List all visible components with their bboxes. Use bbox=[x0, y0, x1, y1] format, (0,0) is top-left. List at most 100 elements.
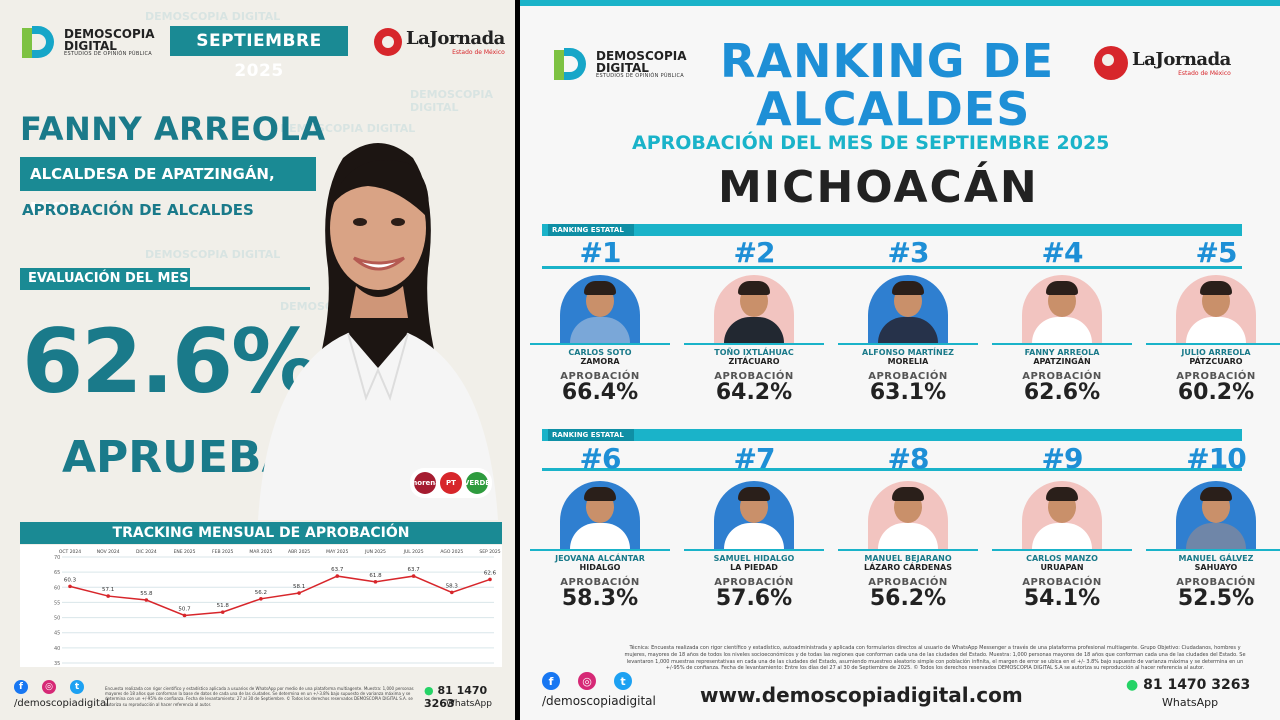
card-divider bbox=[1146, 549, 1280, 551]
x-tick-label: ABR 2025 bbox=[288, 549, 310, 555]
mayor-card: #7 SAMUEL HIDALGO LA PIEDAD APROBACIÓN 57.6% bbox=[684, 442, 824, 610]
brand-line2: DIGITAL bbox=[64, 38, 117, 53]
mayor-photo bbox=[1022, 481, 1102, 549]
data-point bbox=[373, 580, 378, 584]
mayor-name: FANNY ARREOLA bbox=[1024, 348, 1100, 357]
x-tick-label: ENE 2025 bbox=[174, 549, 196, 555]
y-tick-label: 60 bbox=[54, 585, 60, 591]
data-point bbox=[182, 613, 187, 618]
x-tick-label: NOV 2024 bbox=[97, 549, 120, 555]
mayor-city: HIDALGO bbox=[579, 563, 621, 572]
data-label: 50.7 bbox=[178, 606, 191, 612]
approval-label: APROBACIÓN bbox=[714, 371, 794, 382]
row-divider bbox=[542, 468, 1242, 471]
instagram-icon[interactable]: ◎ bbox=[578, 672, 596, 690]
whatsapp-icon: ● bbox=[1126, 677, 1139, 693]
morena-logo-icon: morena bbox=[410, 472, 440, 494]
twitter-icon[interactable]: t bbox=[614, 672, 632, 690]
data-label: 57.1 bbox=[102, 587, 114, 593]
facebook-icon[interactable]: f bbox=[542, 672, 560, 690]
watermark: DEMOSCOPIA DIGITAL bbox=[410, 88, 493, 114]
approval-value: 63.1% bbox=[869, 380, 947, 405]
mayor-city: APATZINGÁN bbox=[1033, 357, 1091, 366]
website-url[interactable]: www.demoscopiadigital.com bbox=[700, 683, 1023, 707]
y-tick-label: 70 bbox=[54, 555, 60, 561]
mayor-card: #9 CARLOS MANZO URUAPAN APROBACIÓN 54.1% bbox=[992, 442, 1132, 610]
watermark: DEMOSCOPIA DIGITAL bbox=[145, 10, 281, 23]
y-tick-label: 65 bbox=[54, 570, 60, 576]
party-logos: morena PT VERDE bbox=[410, 468, 492, 498]
data-point bbox=[297, 591, 301, 595]
ranking-label: RANKING ESTATAL bbox=[548, 224, 634, 236]
ranking-bar: RANKING ESTATAL bbox=[542, 429, 1242, 441]
data-label: 56.2 bbox=[255, 590, 267, 596]
x-tick-label: OCT 2024 bbox=[59, 549, 81, 555]
data-label: 58.3 bbox=[446, 583, 459, 589]
subtitle: APROBACIÓN DE ALCALDES bbox=[22, 201, 254, 219]
jornada-sub: Estado de México bbox=[1178, 70, 1231, 77]
jornada-logo: LaJornada Estado de México bbox=[374, 28, 505, 56]
card-divider bbox=[684, 343, 824, 345]
candidate-photo bbox=[258, 143, 498, 520]
mayor-card: #6 JEOVANA ALCÁNTAR HIDALGO APROBACIÓN 58.3% bbox=[530, 442, 670, 610]
x-tick-label: MAR 2025 bbox=[249, 549, 272, 555]
rank-number: #3 bbox=[887, 236, 930, 269]
mayor-card: #3 ALFONSO MARTÍNEZ MORELIA APROBACIÓN 63.1% bbox=[838, 236, 978, 404]
card-divider bbox=[992, 343, 1132, 345]
mayor-name: ALFONSO MARTÍNEZ bbox=[862, 348, 954, 357]
twitter-icon[interactable]: t bbox=[70, 680, 84, 694]
data-point bbox=[411, 574, 416, 578]
mayor-name: CARLOS MANZO bbox=[1026, 554, 1098, 563]
data-point bbox=[68, 584, 72, 589]
card-divider bbox=[530, 343, 670, 345]
data-label: 61.8 bbox=[369, 573, 382, 579]
approval-value: 60.2% bbox=[1177, 380, 1255, 405]
approval-caption: APRUEBA bbox=[62, 432, 296, 483]
mayor-photo bbox=[868, 275, 948, 343]
jornada-name: LaJornada bbox=[1132, 49, 1231, 70]
rank-number: #2 bbox=[733, 236, 776, 269]
data-label: 51.8 bbox=[217, 603, 230, 609]
rank-number: #8 bbox=[887, 442, 930, 475]
mayor-name: JEOVANA ALCÁNTAR bbox=[555, 554, 645, 563]
pvem-logo-icon: VERDE bbox=[464, 472, 490, 494]
data-label: 58.1 bbox=[293, 584, 305, 590]
jornada-sun-icon bbox=[1094, 46, 1128, 80]
methodology-note: Técnica: Encuesta realizada con rigor ci… bbox=[624, 645, 1246, 672]
mayor-photo bbox=[1022, 275, 1102, 343]
rank-number: #1 bbox=[579, 236, 622, 269]
facebook-icon[interactable]: f bbox=[14, 680, 28, 694]
social-icons: f ◎ t bbox=[14, 680, 84, 694]
mayor-city: ZAMORA bbox=[580, 357, 620, 366]
data-label: 63.7 bbox=[331, 567, 344, 573]
whatsapp-phone: ● 81 1470 3263 bbox=[424, 684, 515, 710]
y-tick-label: 55 bbox=[54, 600, 60, 606]
data-point bbox=[335, 574, 340, 578]
mayor-city: SAHUAYO bbox=[1194, 563, 1238, 572]
approval-value: 62.6% bbox=[1023, 380, 1101, 405]
rank-number: #4 bbox=[1041, 236, 1084, 269]
tracking-chart-svg: 70 65 60 55 50 45 40 35 OCT 2024 NOV 2024 DIC 2024… bbox=[54, 549, 501, 667]
approval-label: APROBACIÓN bbox=[868, 371, 948, 382]
data-point bbox=[450, 590, 454, 595]
brand-line1: DEMOSCOPIA bbox=[64, 26, 155, 41]
card-divider bbox=[838, 343, 978, 345]
mayor-photo bbox=[1176, 481, 1256, 549]
approval-value: 58.3% bbox=[561, 586, 639, 611]
mayor-city: ZITÁCUARO bbox=[728, 357, 780, 366]
data-point bbox=[259, 596, 263, 601]
data-label: 62.6 bbox=[484, 570, 497, 576]
methodology-note: Encuesta realizada con rigor científico … bbox=[105, 686, 414, 707]
ranking-bar: RANKING ESTATAL bbox=[542, 224, 1242, 236]
mayor-name: MANUEL GÁLVEZ bbox=[1178, 554, 1254, 563]
approval-value: 54.1% bbox=[1023, 586, 1101, 611]
approval-value: 56.2% bbox=[869, 586, 947, 611]
card-divider bbox=[684, 549, 824, 551]
instagram-icon[interactable]: ◎ bbox=[42, 680, 56, 694]
mayor-name: SAMUEL HIDALGO bbox=[713, 554, 795, 563]
approval-label: APROBACIÓN bbox=[1022, 371, 1102, 382]
left-panel: DEMOSCOPIA DIGITAL DEMOSCOPIA DIGITAL DE… bbox=[0, 0, 515, 720]
phone-number: 81 1470 3263 bbox=[424, 684, 488, 710]
approval-label: APROBACIÓN bbox=[714, 577, 794, 588]
person-title: ALCALDESA DE APATZINGÁN, MICH. bbox=[20, 157, 316, 217]
